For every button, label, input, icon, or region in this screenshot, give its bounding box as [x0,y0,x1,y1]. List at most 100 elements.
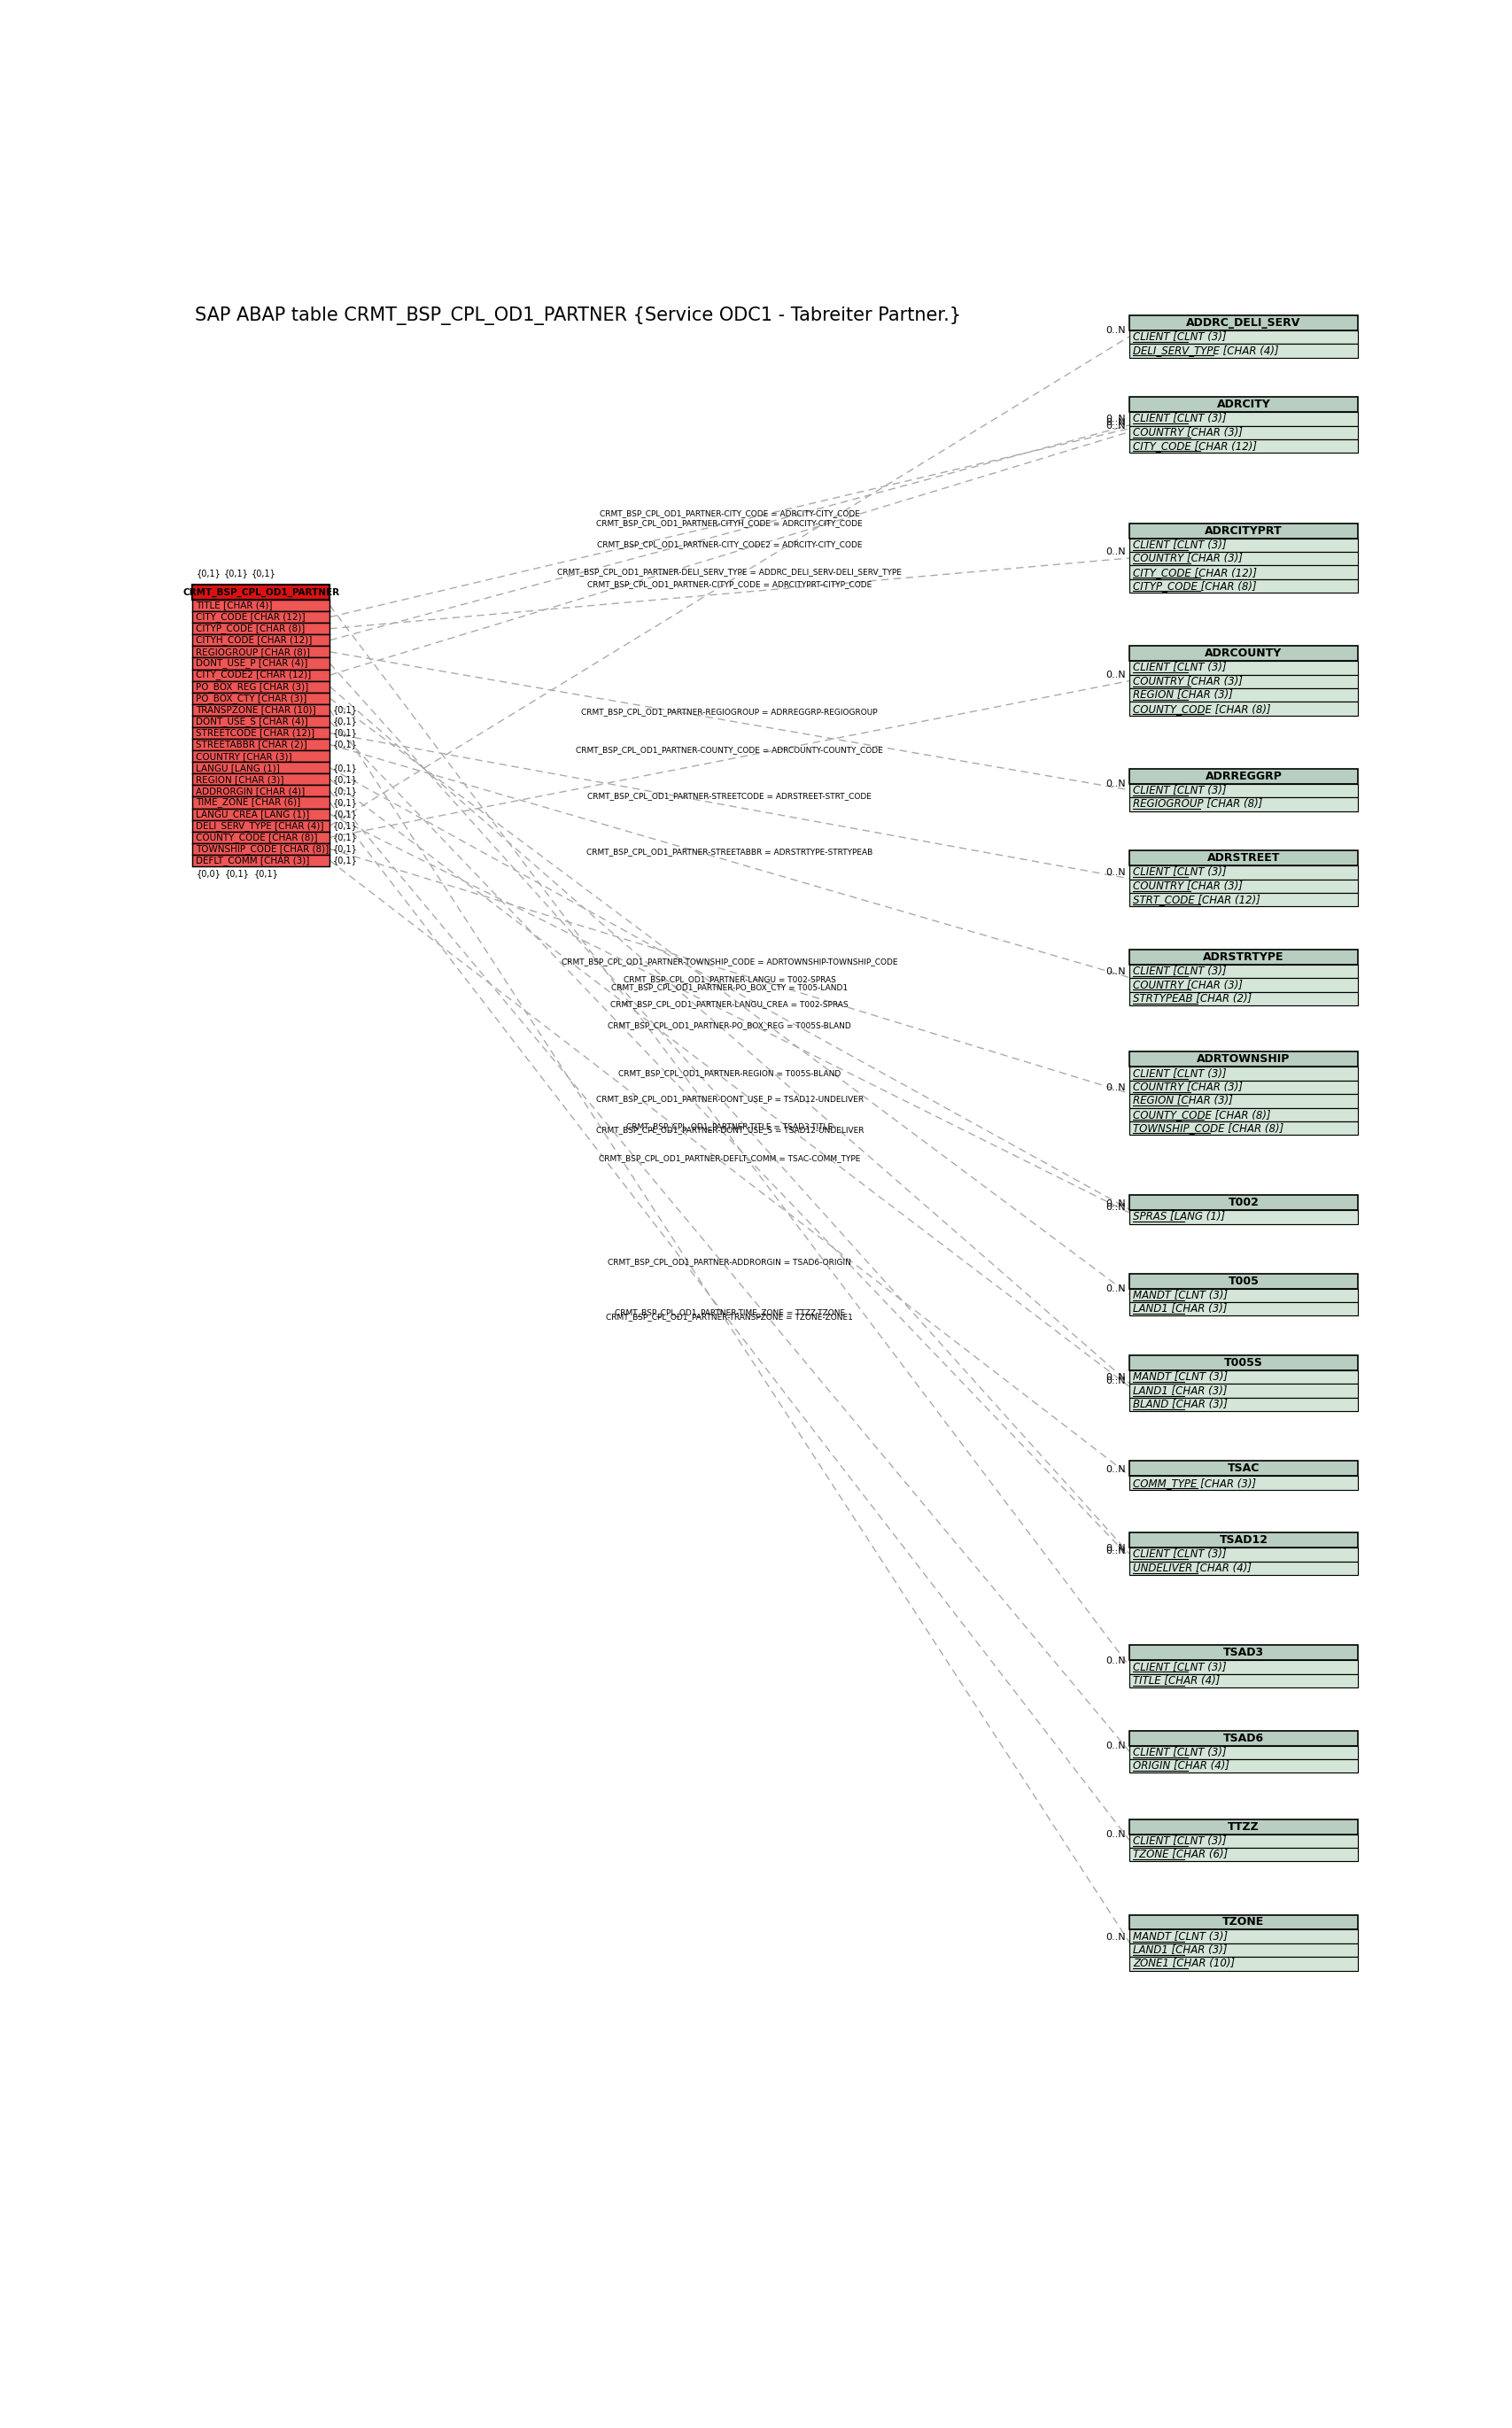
Bar [1129,1289,1356,1301]
Bar [1129,1051,1356,1066]
Text: CLIENT [CLNT (3)]: CLIENT [CLNT (3)] [1132,867,1226,879]
Bar [1129,784,1356,796]
Text: CRMT_BSP_CPL_OD1_PARTNER-CITYP_CODE = ADRCITYPRT-CITYP_CODE: CRMT_BSP_CPL_OD1_PARTNER-CITYP_CODE = AD… [587,580,871,588]
Text: CRMT_BSP_CPL_OD1_PARTNER-LANGU_CREA = T002-SPRAS: CRMT_BSP_CPL_OD1_PARTNER-LANGU_CREA = T0… [611,1000,848,1008]
Text: TOWNSHIP_CODE [CHAR (8)]: TOWNSHIP_CODE [CHAR (8)] [197,845,330,855]
Text: {0,1}: {0,1} [333,728,357,738]
Text: CRMT_BSP_CPL_OD1_PARTNER-CITY_CODE = ADRCITY-CITY_CODE: CRMT_BSP_CPL_OD1_PARTNER-CITY_CODE = ADR… [599,510,859,517]
Text: {0,1}: {0,1} [333,716,357,726]
Text: {0,1}: {0,1} [333,775,357,784]
Text: CLIENT [CLNT (3)]: CLIENT [CLNT (3)] [1132,413,1226,425]
Bar [1129,425,1356,439]
Bar [1129,551,1356,566]
Bar [192,658,330,670]
Text: TSAD6: TSAD6 [1222,1731,1263,1743]
Text: STREETABBR [CHAR (2)]: STREETABBR [CHAR (2)] [197,741,307,748]
Text: 0..N: 0..N [1105,1377,1125,1386]
Bar [192,821,330,830]
Bar [1129,316,1356,330]
Text: COUNTY_CODE [CHAR (8)]: COUNTY_CODE [CHAR (8)] [197,833,318,843]
Text: COMM_TYPE [CHAR (3)]: COMM_TYPE [CHAR (3)] [1132,1476,1255,1488]
Text: CRMT_BSP_CPL_OD1_PARTNER-LANGU = T002-SPRAS: CRMT_BSP_CPL_OD1_PARTNER-LANGU = T002-SP… [623,976,836,983]
Text: SAP ABAP table CRMT_BSP_CPL_OD1_PARTNER {Service ODC1 - Tabreiter Partner.}: SAP ABAP table CRMT_BSP_CPL_OD1_PARTNER … [195,306,960,325]
Bar [1129,1355,1356,1369]
Text: TITLE [CHAR (4)]: TITLE [CHAR (4)] [197,602,272,609]
Text: 0..N: 0..N [1105,966,1125,976]
Bar [1129,566,1356,580]
Bar [1129,1532,1356,1547]
Bar [1129,413,1356,425]
Bar [1129,1848,1356,1862]
Text: {0,1}: {0,1} [251,568,275,578]
Text: CRMT_BSP_CPL_OD1_PARTNER-PO_BOX_CTY = T005-LAND1: CRMT_BSP_CPL_OD1_PARTNER-PO_BOX_CTY = T0… [611,983,848,991]
Text: CITYP_CODE [CHAR (8)]: CITYP_CODE [CHAR (8)] [197,624,305,634]
Bar [192,750,330,762]
Bar [1129,1673,1356,1687]
Bar [192,775,330,784]
Text: CRMT_BSP_CPL_OD1_PARTNER-DONT_USE_P = TSAD12-UNDELIVER: CRMT_BSP_CPL_OD1_PARTNER-DONT_USE_P = TS… [596,1095,863,1102]
Text: {0,1}: {0,1} [333,741,357,748]
Bar [1129,1066,1356,1080]
Bar [192,612,330,624]
Bar [1129,675,1356,687]
Text: TIME_ZONE [CHAR (6)]: TIME_ZONE [CHAR (6)] [197,799,301,809]
Text: 0..N: 0..N [1105,1933,1125,1942]
Text: CITY_CODE [CHAR (12)]: CITY_CODE [CHAR (12)] [1132,439,1256,452]
Bar [192,600,330,612]
Text: CRMT_BSP_CPL_OD1_PARTNER-REGION = T005S-BLAND: CRMT_BSP_CPL_OD1_PARTNER-REGION = T005S-… [618,1071,841,1078]
Text: {0,1}: {0,1} [254,869,278,879]
Bar [1129,1819,1356,1833]
Bar [1129,1195,1356,1209]
Text: 0..N: 0..N [1105,418,1125,427]
Text: COUNTRY [CHAR (3)]: COUNTRY [CHAR (3)] [1132,881,1243,891]
Text: 0..N: 0..N [1105,415,1125,422]
Bar [1129,770,1356,784]
Text: REGION [CHAR (3)]: REGION [CHAR (3)] [197,775,284,784]
Text: COUNTRY [CHAR (3)]: COUNTRY [CHAR (3)] [1132,675,1243,687]
Bar [192,809,330,821]
Bar [1129,646,1356,660]
Bar [192,855,330,867]
Bar [1129,1942,1356,1957]
Bar [1129,1547,1356,1561]
Text: 0..N: 0..N [1105,869,1125,877]
Bar [192,670,330,680]
Text: CITY_CODE [CHAR (12)]: CITY_CODE [CHAR (12)] [197,612,305,622]
Text: CITYH_CODE [CHAR (12)]: CITYH_CODE [CHAR (12)] [197,636,311,646]
Text: {0,0}: {0,0} [197,869,221,879]
Text: ADRSTREET: ADRSTREET [1207,852,1279,864]
Text: CRMT_BSP_CPL_OD1_PARTNER-CITYH_CODE = ADRCITY-CITY_CODE: CRMT_BSP_CPL_OD1_PARTNER-CITYH_CODE = AD… [596,520,862,527]
Text: ADDRC_DELI_SERV: ADDRC_DELI_SERV [1185,318,1300,328]
Bar [1129,1833,1356,1848]
Bar [1129,524,1356,539]
Text: CLIENT [CLNT (3)]: CLIENT [CLNT (3)] [1132,663,1226,673]
Text: TTZZ: TTZZ [1226,1821,1258,1833]
Bar [1129,1916,1356,1930]
Bar [1129,1476,1356,1491]
Bar [192,634,330,646]
Text: LANGU_CREA [LANG (1)]: LANGU_CREA [LANG (1)] [197,809,310,818]
Text: ADRCOUNTY: ADRCOUNTY [1204,648,1281,660]
Text: TSAD3: TSAD3 [1222,1646,1263,1658]
Text: ZONE1 [CHAR (10)]: ZONE1 [CHAR (10)] [1132,1957,1234,1969]
Text: CLIENT [CLNT (3)]: CLIENT [CLNT (3)] [1132,1836,1226,1848]
Text: CRMT_BSP_CPL_OD1_PARTNER-STREETCODE = ADRSTREET-STRT_CODE: CRMT_BSP_CPL_OD1_PARTNER-STREETCODE = AD… [587,792,871,801]
Bar [1129,1301,1356,1316]
Text: {0,1}: {0,1} [333,821,357,830]
Bar [1129,1399,1356,1411]
Text: TRANSPZONE [CHAR (10)]: TRANSPZONE [CHAR (10)] [197,707,316,714]
Text: 0..N: 0..N [1105,1199,1125,1209]
Bar [192,716,330,728]
Text: TITLE [CHAR (4)]: TITLE [CHAR (4)] [1132,1675,1219,1687]
Text: CLIENT [CLNT (3)]: CLIENT [CLNT (3)] [1132,1549,1226,1561]
Text: 0..N: 0..N [1105,1544,1125,1551]
Text: CRMT_BSP_CPL_OD1_PARTNER-DELI_SERV_TYPE = ADDRC_DELI_SERV-DELI_SERV_TYPE: CRMT_BSP_CPL_OD1_PARTNER-DELI_SERV_TYPE … [556,568,901,575]
Text: ADRREGGRP: ADRREGGRP [1205,770,1281,782]
Text: STREETCODE [CHAR (12)]: STREETCODE [CHAR (12)] [197,728,314,738]
Text: {0,1}: {0,1} [333,845,357,852]
Text: LAND1 [CHAR (3)]: LAND1 [CHAR (3)] [1132,1945,1226,1957]
Text: COUNTRY [CHAR (3)]: COUNTRY [CHAR (3)] [1132,427,1243,439]
Text: 0..N: 0..N [1105,422,1125,430]
Bar [1129,879,1356,894]
Bar [1129,867,1356,879]
